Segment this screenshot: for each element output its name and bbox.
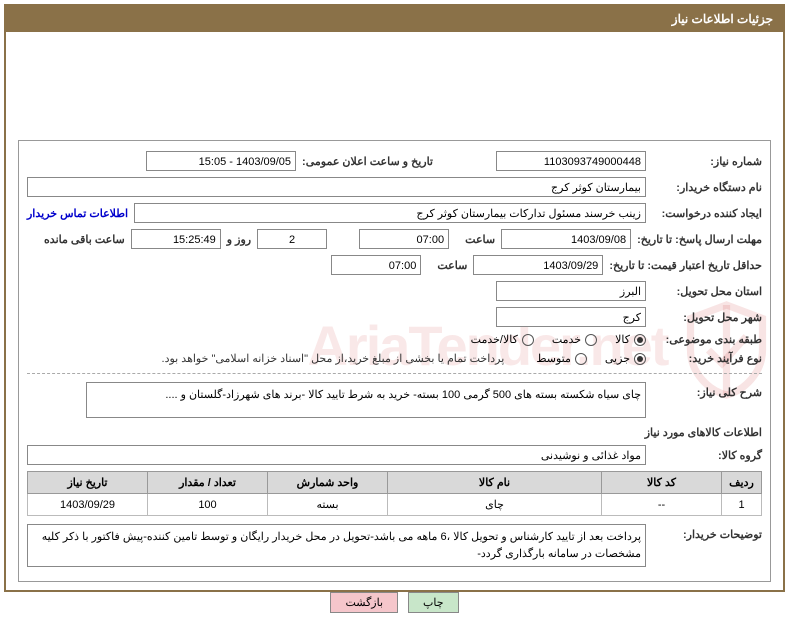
label-min-validity: حداقل تاریخ اعتبار قیمت: تا تاریخ: <box>609 259 762 272</box>
radio-dot-icon <box>585 334 597 346</box>
window-frame: جزئیات اطلاعات نیاز AriaTender.net شماره… <box>4 4 785 592</box>
field-deadline-time: 07:00 <box>359 229 449 249</box>
label-hour-1: ساعت <box>455 233 495 246</box>
label-hour-2: ساعت <box>427 259 467 272</box>
radio-subject-1[interactable]: خدمت <box>552 333 597 346</box>
header-bar: جزئیات اطلاعات نیاز <box>6 6 783 32</box>
table-row: 1 -- چای بسته 100 1403/09/29 <box>28 494 762 516</box>
row-subject-class: طبقه بندی موضوعی: کالا خدمت کالا/خدمت <box>27 333 762 346</box>
row-province: استان محل تحویل: البرز <box>27 281 762 301</box>
field-announce-dt: 1403/09/05 - 15:05 <box>146 151 296 171</box>
field-goods-group: مواد غذائی و نوشیدنی <box>27 445 646 465</box>
goods-info-title: اطلاعات کالاهای مورد نیاز <box>27 426 762 439</box>
row-need-summary: شرح کلی نیاز: چای سیاه شکسته بسته های 50… <box>27 382 762 418</box>
field-buyer-org: بیمارستان کوثر کرج <box>27 177 646 197</box>
td-5: 1403/09/29 <box>28 494 148 516</box>
th-1: کد کالا <box>602 472 722 494</box>
field-min-valid-time: 07:00 <box>331 255 421 275</box>
label-requester: ایجاد کننده درخواست: <box>652 207 762 220</box>
field-remaining-time: 15:25:49 <box>131 229 221 249</box>
table-header-row: ردیف کد کالا نام کالا واحد شمارش تعداد /… <box>28 472 762 494</box>
header-title: جزئیات اطلاعات نیاز <box>672 12 773 26</box>
th-0: ردیف <box>722 472 762 494</box>
label-process: نوع فرآیند خرید: <box>652 352 762 365</box>
label-province: استان محل تحویل: <box>652 285 762 298</box>
print-button[interactable]: چاپ <box>408 592 459 613</box>
td-1: -- <box>602 494 722 516</box>
radio-subject-2[interactable]: کالا/خدمت <box>471 333 534 346</box>
td-3: بسته <box>268 494 388 516</box>
field-city: کرج <box>496 307 646 327</box>
radio-dot-icon <box>634 353 646 365</box>
radio-subject-0[interactable]: کالا <box>615 333 646 346</box>
payment-note: پرداخت تمام یا بخشی از مبلغ خرید،از محل … <box>162 352 505 365</box>
row-city: شهر محل تحویل: کرج <box>27 307 762 327</box>
button-row: چاپ بازگشت <box>18 592 771 613</box>
label-goods-group: گروه کالا: <box>652 449 762 462</box>
field-remaining-days: 2 <box>257 229 327 249</box>
field-need-summary: چای سیاه شکسته بسته های 500 گرمی 100 بست… <box>86 382 646 418</box>
row-deadline: مهلت ارسال پاسخ: تا تاریخ: 1403/09/08 سا… <box>27 229 762 249</box>
th-5: تاریخ نیاز <box>28 472 148 494</box>
field-min-valid-date: 1403/09/29 <box>473 255 603 275</box>
row-min-validity: حداقل تاریخ اعتبار قیمت: تا تاریخ: 1403/… <box>27 255 762 275</box>
label-need-no: شماره نیاز: <box>652 155 762 168</box>
divider <box>27 373 762 374</box>
radio-process-1[interactable]: متوسط <box>536 352 587 365</box>
row-need-no: شماره نیاز: 1103093749000448 تاریخ و ساع… <box>27 151 762 171</box>
row-goods-group: گروه کالا: مواد غذائی و نوشیدنی <box>27 445 762 465</box>
td-4: 100 <box>148 494 268 516</box>
td-2: چای <box>388 494 602 516</box>
label-hours-remaining: ساعت باقی مانده <box>44 233 125 246</box>
radio-dot-icon <box>522 334 534 346</box>
label-need-summary: شرح کلی نیاز: <box>652 382 762 399</box>
row-requester: ایجاد کننده درخواست: زینب خرسند مسئول تد… <box>27 203 762 223</box>
buyer-contact-link[interactable]: اطلاعات تماس خریدار <box>27 207 128 220</box>
label-subject-class: طبقه بندی موضوعی: <box>652 333 762 346</box>
th-4: تعداد / مقدار <box>148 472 268 494</box>
label-days-and: روز و <box>227 233 251 246</box>
content-area: AriaTender.net شماره نیاز: 1103093749000… <box>6 32 783 621</box>
back-button[interactable]: بازگشت <box>330 592 398 613</box>
goods-table: ردیف کد کالا نام کالا واحد شمارش تعداد /… <box>27 471 762 516</box>
main-fieldset: شماره نیاز: 1103093749000448 تاریخ و ساع… <box>18 140 771 582</box>
label-buyer-notes: توضیحات خریدار: <box>652 524 762 541</box>
field-deadline-date: 1403/09/08 <box>501 229 631 249</box>
label-announce-dt: تاریخ و ساعت اعلان عمومی: <box>302 155 433 168</box>
row-buyer-notes: توضیحات خریدار: پرداخت بعد از تایید کارش… <box>27 524 762 567</box>
radio-dot-icon <box>575 353 587 365</box>
field-need-no: 1103093749000448 <box>496 151 646 171</box>
field-province: البرز <box>496 281 646 301</box>
label-deadline: مهلت ارسال پاسخ: تا تاریخ: <box>637 233 762 246</box>
row-process: نوع فرآیند خرید: جزیی متوسط پرداخت تمام … <box>27 352 762 365</box>
process-radio-group: جزیی متوسط <box>536 352 646 365</box>
row-buyer-org: نام دستگاه خریدار: بیمارستان کوثر کرج <box>27 177 762 197</box>
label-city: شهر محل تحویل: <box>652 311 762 324</box>
subject-radio-group: کالا خدمت کالا/خدمت <box>471 333 646 346</box>
th-3: واحد شمارش <box>268 472 388 494</box>
radio-process-0[interactable]: جزیی <box>605 352 646 365</box>
radio-dot-icon <box>634 334 646 346</box>
th-2: نام کالا <box>388 472 602 494</box>
field-buyer-notes: پرداخت بعد از تایید کارشناس و تحویل کالا… <box>27 524 646 567</box>
td-0: 1 <box>722 494 762 516</box>
label-buyer-org: نام دستگاه خریدار: <box>652 181 762 194</box>
field-requester: زینب خرسند مسئول تدارکات بیمارستان کوثر … <box>134 203 646 223</box>
